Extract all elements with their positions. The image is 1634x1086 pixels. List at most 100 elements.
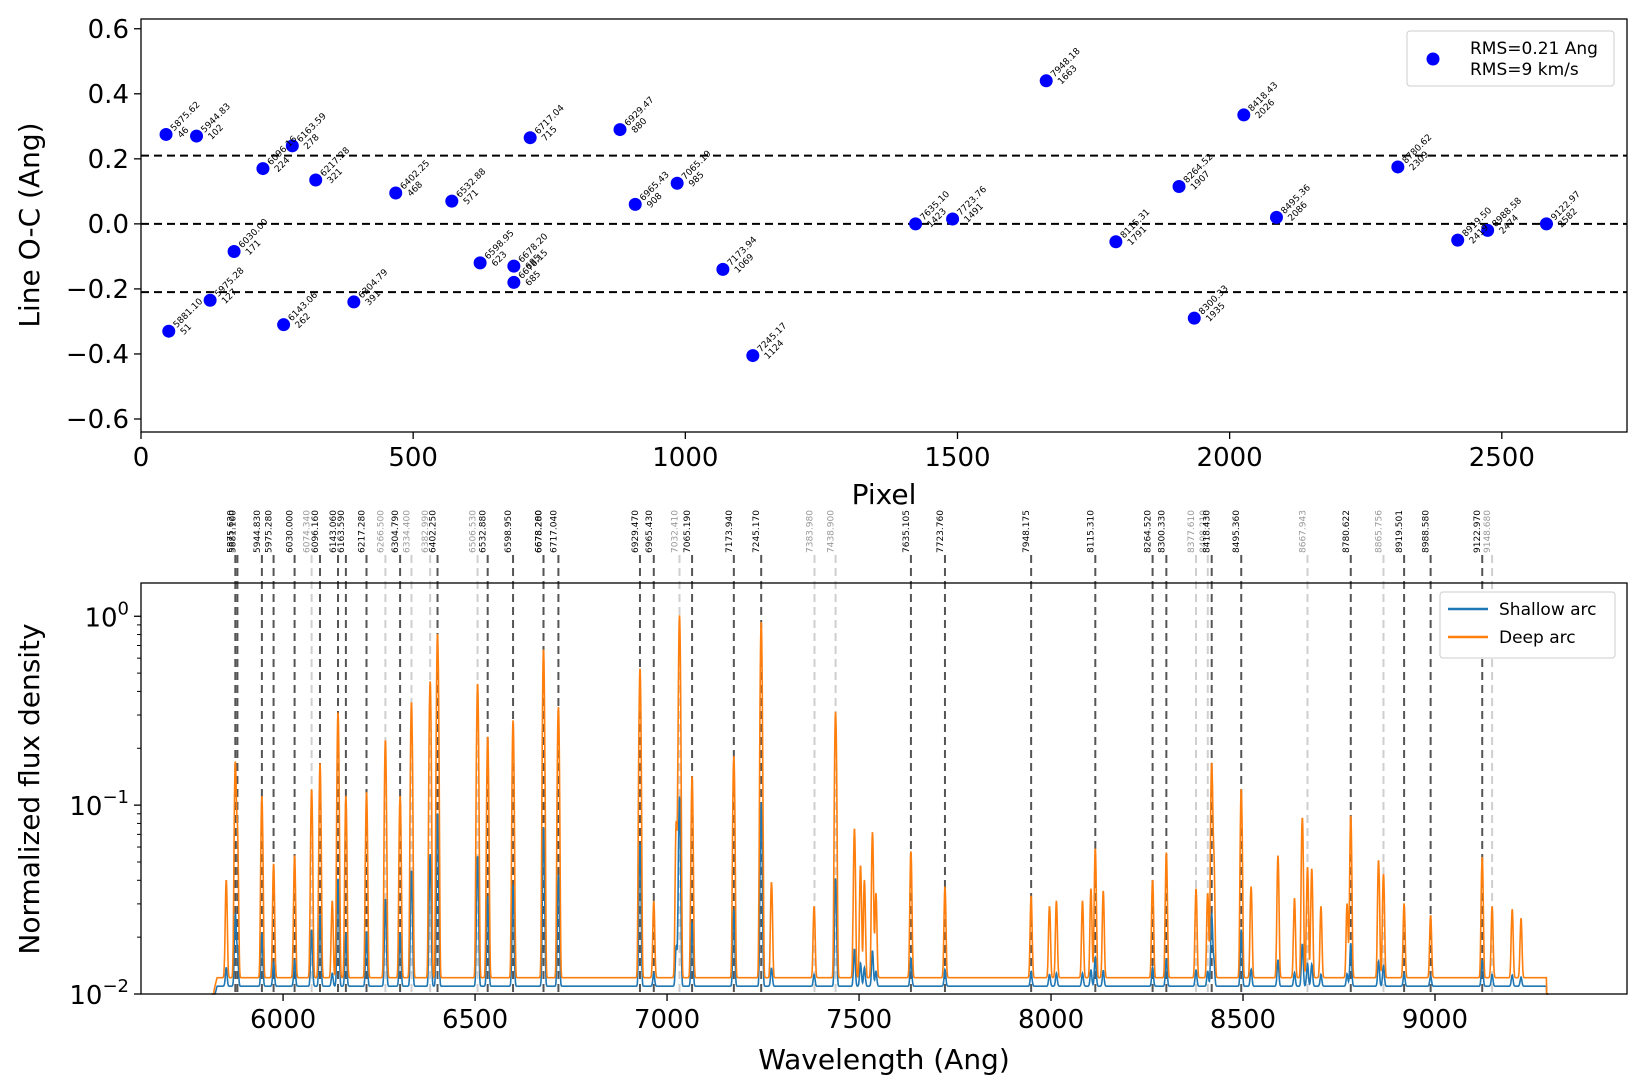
- x-tick-label: 500: [388, 443, 438, 473]
- line-id-label: 6532.880: [479, 510, 489, 553]
- line-id-label: 6096.160: [311, 510, 321, 553]
- x-tick-label: 2000: [1197, 443, 1263, 473]
- line-id-label: 5881.100: [228, 510, 238, 553]
- line-id-label: 7032.410: [670, 510, 680, 553]
- line-id-label: 6598.950: [504, 510, 514, 553]
- residual-point: [347, 295, 361, 309]
- residual-point: [1539, 217, 1553, 231]
- line-id-label: 8919.501: [1395, 510, 1405, 553]
- y-tick-exponent: 0: [118, 598, 129, 619]
- x-axis-label: Pixel: [852, 478, 917, 511]
- x-axis-label: Wavelength (Ang): [758, 1043, 1010, 1076]
- line-id-label: 6382.990: [421, 510, 431, 553]
- line-id-label: 8418.430: [1203, 510, 1213, 553]
- line-id-label: 7635.105: [902, 510, 912, 553]
- x-axis-ticks: 0 500 1000 1500 2000 2500: [133, 432, 1535, 473]
- y-tick-label: 0.6: [88, 15, 129, 45]
- x-tick-label: 9000: [1402, 1005, 1468, 1035]
- residual-point: [746, 349, 760, 363]
- line-id-label: 7245.170: [752, 510, 762, 553]
- residual-point: [628, 197, 642, 211]
- residual-point: [285, 139, 299, 153]
- legend-entry-shallow: Shallow arc: [1499, 600, 1597, 620]
- legend-top: RMS=0.21 Ang RMS=9 km/s: [1406, 30, 1615, 87]
- spectrum-line-deep-arc: [211, 615, 1549, 995]
- residual-point: [1391, 160, 1405, 174]
- line-id-label: 8377.610: [1187, 510, 1197, 553]
- line-id-label: 6334.400: [402, 510, 412, 553]
- line-id-label: 8988.580: [1422, 510, 1432, 553]
- line-id-label: 5875.620: [226, 510, 236, 553]
- x-tick-label: 8000: [1018, 1005, 1084, 1035]
- y-tick-base: 10: [84, 603, 117, 633]
- x-tick-label: 1000: [652, 443, 718, 473]
- legend-entry-rms-kms: RMS=9 km/s: [1470, 60, 1579, 80]
- residual-point: [613, 123, 627, 137]
- x-tick-label: 6500: [442, 1005, 508, 1035]
- x-tick-label: 6000: [250, 1005, 316, 1035]
- y-tick-base: 10: [69, 981, 102, 1011]
- y-tick-exponent: −1: [102, 787, 129, 808]
- residual-point: [523, 131, 537, 145]
- x-axis-ticks: 6000 6500 7000 7500 8000 8500 9000: [250, 994, 1468, 1035]
- y-tick-label: −0.4: [66, 340, 129, 370]
- legend-box: [1406, 30, 1615, 87]
- residual-point: [389, 186, 403, 200]
- line-id-label: 8115.310: [1086, 510, 1096, 553]
- residual-point: [203, 293, 217, 307]
- line-id-label: 6402.250: [429, 510, 439, 553]
- residual-point: [507, 259, 521, 273]
- y-tick-label: 0.0: [88, 210, 129, 240]
- line-id-label: 9148.680: [1483, 510, 1493, 553]
- residual-point: [716, 262, 730, 276]
- line-id-label: 5944.830: [253, 510, 263, 553]
- residual-point: [1172, 179, 1186, 193]
- legend-entry-rms-ang: RMS=0.21 Ang: [1470, 39, 1598, 59]
- x-tick-label: 7500: [826, 1005, 892, 1035]
- line-id-label: 6506.530: [469, 510, 479, 553]
- line-id-label: 6163.590: [337, 510, 347, 553]
- line-id-label: 6929.470: [631, 510, 641, 553]
- x-tick-label: 1500: [924, 443, 990, 473]
- legend-marker: [1426, 52, 1440, 66]
- residual-point: [507, 275, 521, 289]
- line-id-label: 6678.200: [534, 510, 544, 553]
- x-tick-label: 8500: [1210, 1005, 1276, 1035]
- residual-point: [1109, 235, 1123, 249]
- residual-point: [1481, 223, 1495, 237]
- line-id-label: 6143.060: [329, 510, 339, 553]
- plot-frame-bottom: [140, 582, 1628, 995]
- residual-point: [445, 194, 459, 208]
- line-id-label: 6965.430: [645, 510, 655, 553]
- plot-frame-top: [140, 18, 1628, 433]
- residual-point: [670, 176, 684, 190]
- spectrum-series: [211, 615, 1549, 995]
- residual-point: [277, 318, 291, 332]
- residual-point: [162, 324, 176, 338]
- line-id-label: 6304.790: [391, 510, 401, 553]
- residual-point: [309, 173, 323, 187]
- residual-points: [159, 74, 1553, 363]
- residual-point: [159, 127, 173, 141]
- line-id-label: 7438.900: [827, 510, 837, 553]
- residual-point: [1187, 311, 1201, 325]
- y-axis-ticks: −0.6 −0.4 −0.2 0.0 0.2 0.4 0.6: [66, 15, 141, 435]
- spectrum-line-shallow-arc: [211, 796, 1549, 995]
- legend-entry-deep: Deep arc: [1499, 628, 1576, 648]
- y-tick-exponent: −2: [102, 976, 129, 997]
- line-id-label: 6217.280: [358, 510, 368, 553]
- line-id-label: 7383.980: [805, 510, 815, 553]
- residual-point: [227, 245, 241, 259]
- line-id-label: 8865.756: [1374, 510, 1384, 553]
- line-id-label: 8495.360: [1232, 510, 1242, 553]
- x-tick-label: 0: [133, 443, 150, 473]
- residual-point: [1039, 74, 1053, 88]
- reference-dashed-lines: [141, 154, 1627, 294]
- residual-point: [473, 256, 487, 270]
- line-id-label: 5975.280: [265, 510, 275, 553]
- y-axis-label: Normalized flux density: [13, 623, 46, 954]
- x-tick-label: 7000: [634, 1005, 700, 1035]
